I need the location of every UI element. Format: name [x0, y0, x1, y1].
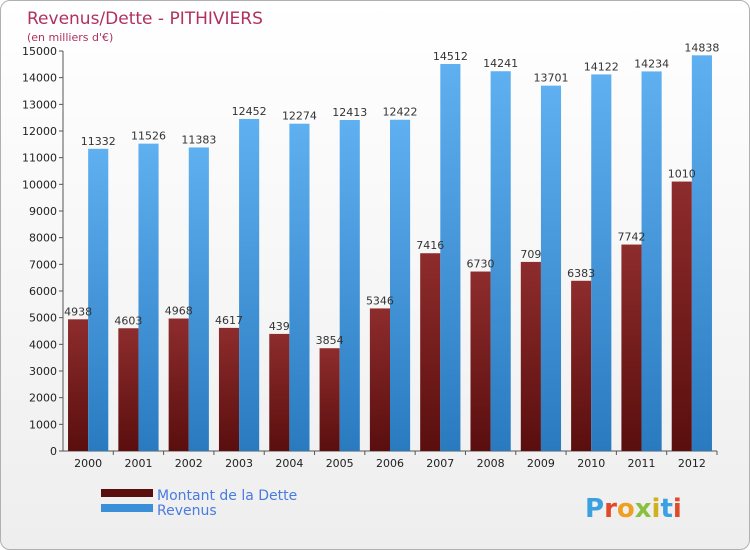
y-tick-label: 3000	[29, 365, 57, 378]
y-tick-label: 4000	[29, 338, 57, 351]
x-tick-label: 2005	[326, 457, 354, 470]
data-label-revenus: 12274	[282, 110, 317, 123]
data-label-revenus: 12452	[232, 105, 267, 118]
y-tick-label: 9000	[29, 205, 57, 218]
data-label-dette: 1010	[668, 168, 696, 181]
legend-label-debt: Montant de la Dette	[157, 488, 297, 504]
bar-dette	[671, 181, 692, 451]
data-label-dette: 6730	[467, 258, 495, 271]
y-tick-label: 7000	[29, 258, 57, 271]
bars	[68, 55, 712, 452]
bar-revenus	[138, 143, 159, 451]
x-tick-label: 2008	[477, 457, 505, 470]
bar-dette	[168, 318, 189, 451]
bar-revenus	[490, 71, 511, 452]
y-tick-label: 11000	[22, 152, 57, 165]
data-label-dette: 4938	[64, 305, 92, 318]
bar-revenus	[540, 85, 562, 451]
bar-dette	[520, 261, 541, 451]
legend: Montant de la Dette Revenus	[101, 488, 297, 519]
x-tick-label: 2009	[527, 457, 555, 470]
bar-revenus	[289, 123, 310, 452]
data-label-dette: 3854	[316, 334, 344, 347]
x-tick-label: 2000	[74, 457, 102, 470]
chart-subtitle: (en milliers d'€)	[27, 31, 113, 44]
x-tick-label: 2011	[628, 457, 656, 470]
data-labels: 4938 11332 4603 11526 4968 11383 4617 12452 439 1…	[64, 41, 719, 347]
data-label-dette: 439	[269, 320, 290, 333]
data-label-dette: 709	[520, 248, 541, 261]
bar-dette	[369, 308, 390, 451]
chart-title: Revenus/Dette - PITHIVIERS	[27, 9, 263, 29]
x-tick-label: 2003	[225, 457, 253, 470]
bar-revenus	[239, 118, 260, 452]
data-label-revenus: 12422	[383, 106, 418, 119]
data-label-revenus: 14122	[584, 60, 619, 73]
legend-swatch-revenus	[101, 504, 153, 512]
data-label-revenus: 11383	[181, 133, 216, 146]
bar-dette	[269, 333, 290, 451]
y-tick-label: 5000	[29, 312, 57, 325]
data-label-revenus: 14241	[483, 57, 518, 70]
x-tick-label: 2006	[376, 457, 404, 470]
data-label-revenus: 11526	[131, 130, 166, 143]
y-tick-label: 15000	[22, 45, 57, 58]
bar-revenus	[641, 71, 662, 451]
y-tick-label: 13000	[22, 98, 57, 111]
bar-revenus	[591, 74, 612, 451]
data-label-dette: 4968	[165, 305, 193, 318]
bar-dette	[319, 348, 340, 451]
y-tick-label: 0	[50, 445, 57, 458]
bar-revenus	[691, 55, 712, 451]
bar-dette	[420, 253, 441, 451]
data-label-dette: 7742	[617, 231, 645, 244]
bar-dette	[571, 280, 592, 451]
y-tick-label: 10000	[22, 178, 57, 191]
data-label-dette: 4603	[114, 314, 142, 327]
data-label-revenus: 11332	[81, 135, 116, 148]
bar-dette	[621, 244, 642, 451]
data-label-revenus: 14512	[433, 50, 468, 63]
y-tick-label: 1000	[29, 418, 57, 431]
bar-dette	[68, 319, 89, 451]
bar-revenus	[390, 119, 411, 451]
x-tick-label: 2012	[678, 457, 706, 470]
data-label-dette: 7416	[416, 239, 444, 252]
y-tick-label: 12000	[22, 125, 57, 138]
proxiti-logo: Proxiti	[585, 494, 682, 524]
x-tick-label: 2002	[175, 457, 203, 470]
y-tick-label: 14000	[22, 72, 57, 85]
data-label-revenus: 12413	[332, 106, 367, 119]
y-tick-label: 2000	[29, 392, 57, 405]
bar-revenus	[88, 148, 109, 451]
bar-revenus	[188, 147, 209, 451]
y-tick-label: 6000	[29, 285, 57, 298]
data-label-revenus: 14234	[634, 57, 669, 70]
data-label-dette: 5346	[366, 294, 394, 307]
data-label-dette: 4617	[215, 314, 243, 327]
data-label-revenus: 14838	[684, 41, 719, 54]
logo-text: Proxiti	[585, 494, 682, 524]
legend-label-revenus: Revenus	[157, 503, 217, 519]
x-tick-label: 2004	[275, 457, 303, 470]
bar-dette	[470, 271, 491, 451]
x-tick-label: 2010	[577, 457, 605, 470]
data-label-revenus: 13701	[533, 72, 568, 85]
y-tick-label: 8000	[29, 232, 57, 245]
bar-dette	[218, 327, 240, 451]
bar-revenus	[440, 64, 461, 451]
x-tick-label: 2007	[426, 457, 454, 470]
data-label-dette: 6383	[567, 267, 595, 280]
bar-dette	[118, 328, 139, 451]
x-tick-label: 2001	[124, 457, 152, 470]
legend-swatch-debt	[101, 489, 153, 497]
axes: 0 1000 2000 3000 4000 5000 6000 7000 8000 9000 100…	[22, 45, 718, 470]
bar-revenus	[339, 119, 360, 451]
